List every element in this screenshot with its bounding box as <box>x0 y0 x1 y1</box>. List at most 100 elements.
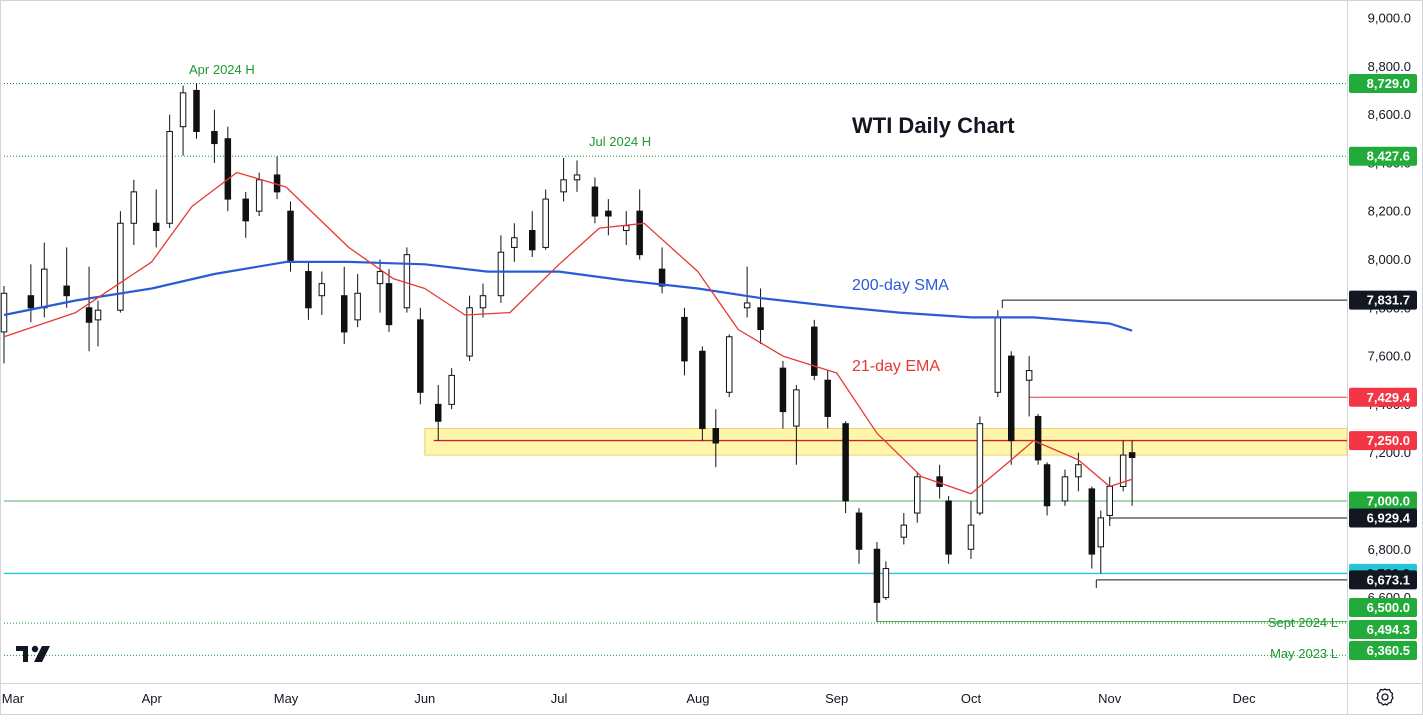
candle[interactable] <box>479 283 487 318</box>
candle[interactable] <box>873 542 881 622</box>
candle-body-up <box>354 292 361 321</box>
candle[interactable] <box>793 385 800 465</box>
candle[interactable] <box>305 261 312 320</box>
candle[interactable] <box>699 346 706 441</box>
candle[interactable] <box>1119 440 1127 492</box>
candle[interactable] <box>179 85 187 156</box>
candle[interactable] <box>1043 462 1051 516</box>
candle-body-up <box>1106 485 1113 516</box>
y-tick-label: 7,600.0 <box>1368 349 1411 364</box>
candle[interactable] <box>255 172 263 217</box>
candle[interactable] <box>94 300 102 347</box>
candle-body-up <box>41 268 48 309</box>
candle-body-up <box>403 254 411 309</box>
candle[interactable] <box>945 496 952 564</box>
candle[interactable] <box>448 368 455 410</box>
candle[interactable] <box>224 126 232 212</box>
candle[interactable] <box>1075 452 1082 492</box>
price-badge: 7,000.0 <box>1349 491 1417 511</box>
candle-body-down <box>636 210 643 256</box>
candle[interactable] <box>417 307 424 405</box>
candle[interactable] <box>913 471 921 523</box>
candle[interactable] <box>605 199 612 236</box>
candle[interactable] <box>542 189 549 250</box>
candle[interactable] <box>1088 486 1096 569</box>
candle[interactable] <box>1128 440 1136 506</box>
candle[interactable] <box>385 269 393 332</box>
candle[interactable] <box>193 83 200 139</box>
candle[interactable] <box>1034 414 1042 465</box>
candle[interactable] <box>1097 510 1105 574</box>
candle[interactable] <box>560 158 567 202</box>
price-badge: 7,429.4 <box>1349 387 1417 407</box>
candle[interactable] <box>403 247 411 313</box>
price-badge-label: 8,427.6 <box>1367 149 1410 164</box>
x-tick-label: Aug <box>686 691 709 706</box>
candle[interactable] <box>994 310 1002 398</box>
candle-body-down <box>85 307 93 323</box>
candle-body-down <box>1034 415 1042 461</box>
candle[interactable] <box>85 266 93 352</box>
candle[interactable] <box>1025 356 1033 417</box>
candle[interactable] <box>681 307 688 376</box>
candle[interactable] <box>842 421 849 514</box>
price-badge: 6,360.5 <box>1349 641 1417 660</box>
level-annotation: Jul 2024 H <box>589 134 651 149</box>
candle-body-down <box>528 230 536 251</box>
candle[interactable] <box>63 247 70 308</box>
candle[interactable] <box>811 319 818 381</box>
candle-body-down <box>779 367 787 413</box>
candle[interactable] <box>466 295 473 361</box>
candle[interactable] <box>354 273 361 328</box>
sma-label: 200-day SMA <box>852 277 949 294</box>
candle[interactable] <box>712 409 720 468</box>
candle[interactable] <box>743 266 751 318</box>
candle[interactable] <box>152 189 160 248</box>
candle-body-up <box>0 292 8 333</box>
candle[interactable] <box>591 177 599 224</box>
candle-body-down <box>855 512 863 550</box>
price-badge: 8,427.6 <box>1349 146 1417 166</box>
candle-body-up <box>318 283 326 297</box>
candle-body-up <box>130 191 138 224</box>
candle[interactable] <box>497 235 505 303</box>
candle[interactable] <box>882 561 890 600</box>
candle[interactable] <box>967 500 975 559</box>
candle[interactable] <box>900 513 908 545</box>
candle[interactable] <box>434 385 442 441</box>
candle[interactable] <box>824 370 831 429</box>
gear-icon <box>1376 688 1394 706</box>
candle[interactable] <box>130 179 138 245</box>
y-tick-label: 8,000.0 <box>1368 252 1411 267</box>
candle[interactable] <box>1008 351 1015 465</box>
candle[interactable] <box>573 160 581 192</box>
candle[interactable] <box>242 191 249 238</box>
candle[interactable] <box>528 211 536 258</box>
candle-body-down <box>1043 464 1051 507</box>
candle-body-down <box>27 295 35 309</box>
candle[interactable] <box>511 223 518 262</box>
candle[interactable] <box>340 266 348 344</box>
candle[interactable] <box>725 334 733 398</box>
candle[interactable] <box>27 264 35 323</box>
candle-body-up <box>913 476 921 514</box>
price-badge-label: 7,000.0 <box>1367 493 1410 508</box>
candle[interactable] <box>855 508 863 564</box>
candle[interactable] <box>658 247 666 294</box>
candle[interactable] <box>779 360 787 429</box>
candle[interactable] <box>211 109 218 163</box>
candle[interactable] <box>976 416 984 516</box>
candle[interactable] <box>636 189 643 260</box>
candle[interactable] <box>166 114 173 229</box>
candle[interactable] <box>1061 469 1069 506</box>
candle[interactable] <box>376 259 384 313</box>
candle[interactable] <box>117 211 124 313</box>
price-badge-label: 7,429.4 <box>1367 390 1411 405</box>
settings-button[interactable] <box>1372 685 1398 709</box>
candle[interactable] <box>0 286 8 364</box>
chart-title: WTI Daily Chart <box>852 113 1015 138</box>
candle-body-down <box>224 138 232 200</box>
candle[interactable] <box>318 271 326 316</box>
